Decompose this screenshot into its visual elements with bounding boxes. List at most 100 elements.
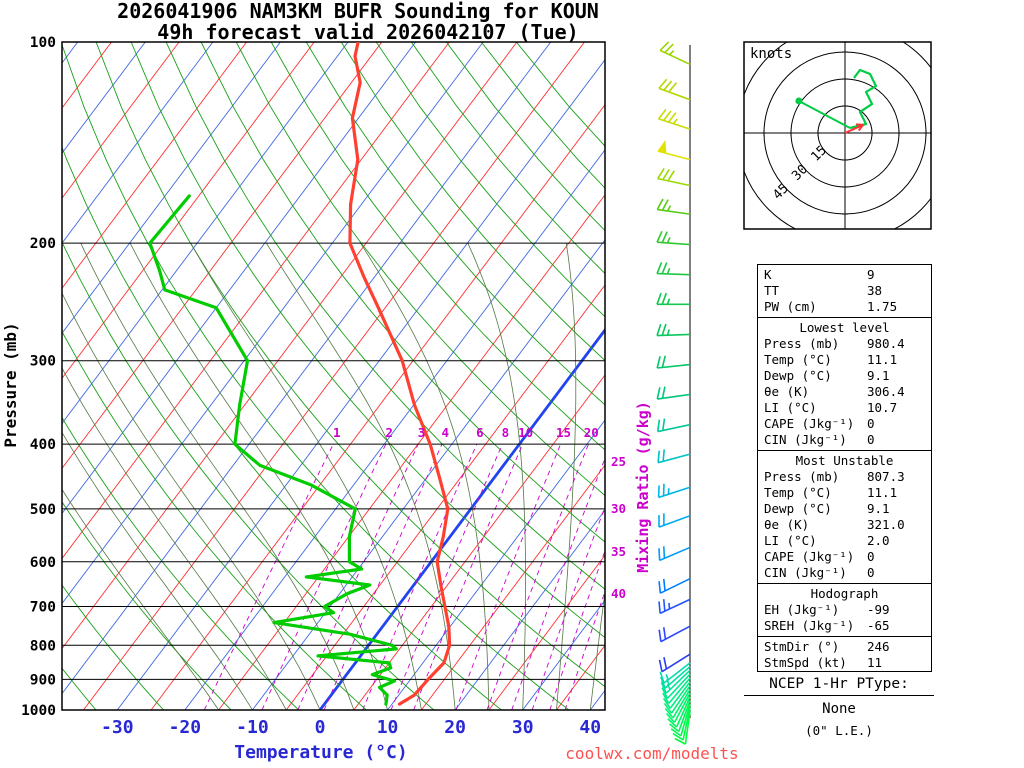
hodograph-storm-vector-arrowhead (855, 123, 864, 126)
wind-barb (657, 139, 691, 161)
stats-section: Most Unstable Press (mb) 807.3 Temp (°C) 11.… (758, 450, 931, 583)
stats-label: Temp (°C) (764, 485, 832, 500)
mixing-ratio-label: 1 (333, 425, 341, 440)
wind-barb (661, 673, 691, 699)
temperature-tick-label: -20 (169, 717, 202, 738)
stats-label: Dewp (°C) (764, 368, 832, 383)
wind-barb (656, 230, 691, 246)
mixing-ratio-label: 35 (611, 544, 626, 559)
wind-barb (658, 653, 691, 673)
temperature-tick-label: 0 (315, 717, 326, 738)
wind-barb (672, 707, 691, 741)
dry-adiabat (62, 416, 300, 710)
dewpoint-curve (148, 194, 398, 706)
isotherm-line (62, 42, 552, 695)
wind-barb (657, 108, 691, 130)
wind-barb (659, 662, 691, 684)
stats-row: EH (Jkg⁻¹) -99 (764, 602, 925, 618)
wind-barb (667, 696, 691, 728)
isotherm-line (62, 42, 146, 154)
wind-barb (657, 449, 691, 464)
wind-barb (656, 418, 691, 433)
wind-barb (658, 577, 691, 594)
hodograph-ring-label: 45 (770, 181, 792, 203)
stats-row: SREH (Jkg⁻¹) -65 (764, 618, 925, 634)
wind-barb (674, 711, 691, 745)
stats-value: 10.7 (867, 400, 898, 415)
isotherm-line (62, 42, 214, 244)
stats-label: Dewp (°C) (764, 501, 832, 516)
wind-barb (670, 703, 691, 737)
mixing-ratio-line (549, 549, 605, 710)
dry-adiabat (200, 42, 605, 543)
stats-section-header: Most Unstable (795, 453, 894, 468)
wind-barb (660, 665, 691, 689)
stats-row: CAPE (Jkg⁻¹) 0 (764, 549, 925, 565)
hodograph-ring-label: 30 (789, 162, 811, 184)
wind-barb (662, 681, 691, 709)
wind-barb (658, 625, 691, 643)
stats-label: EH (Jkg⁻¹) (764, 602, 840, 617)
mixing-ratio-label: 8 (502, 425, 510, 440)
hodograph-trace (849, 68, 878, 130)
isotherm-line (83, 42, 585, 710)
stats-row: Press (mb) 980.4 (764, 336, 925, 352)
dry-adiabat (62, 43, 570, 710)
stats-row: θe (K) 321.0 (764, 517, 925, 533)
isotherm-line (488, 554, 605, 710)
stats-value: 0 (867, 549, 875, 564)
stats-label: Press (mb) (764, 469, 840, 484)
isotherm-line (454, 509, 605, 710)
pressure-tick-label: 600 (30, 555, 56, 571)
stats-value: 9 (867, 267, 875, 282)
wind-barb (658, 513, 691, 528)
mixing-ratio-line (413, 444, 524, 710)
stats-section-header: Hodograph (810, 586, 879, 601)
temperature-tick-label: 10 (377, 717, 399, 738)
stats-row: Dewp (°C) 9.1 (764, 368, 925, 384)
ptype-label: NCEP 1-Hr PType: (744, 676, 934, 696)
temperature-tick-label: -10 (236, 717, 269, 738)
stats-row: Temp (°C) 11.1 (764, 485, 925, 501)
temperature-axis-label: Temperature (°C) (234, 742, 407, 763)
isotherm-line (62, 42, 518, 650)
stats-value: 11.1 (867, 352, 898, 367)
isotherm-line (62, 42, 315, 380)
wind-barb (665, 692, 691, 723)
stats-label: LI (°C) (764, 400, 817, 415)
stats-label: Press (mb) (764, 336, 840, 351)
wind-barb (658, 78, 691, 101)
pressure-tick-label: 900 (30, 672, 56, 688)
dry-adiabat (340, 42, 605, 362)
hodograph-trace-marker (795, 97, 803, 105)
watermark: coolwx.com/modelts (565, 744, 738, 763)
isobar-lines (62, 41, 605, 711)
moist-adiabat (589, 588, 605, 710)
stats-row: CAPE (Jkg⁻¹) 0 (764, 416, 925, 432)
isotherm-line (62, 42, 416, 515)
stats-row: CIN (Jkg⁻¹) 0 (764, 565, 925, 581)
mixing-ratio-label: 20 (584, 425, 599, 440)
dry-adiabat (305, 42, 605, 406)
pressure-tick-label: 100 (30, 35, 56, 51)
dry-adiabat (445, 42, 605, 232)
stats-label: CIN (Jkg⁻¹) (764, 565, 847, 580)
dry-adiabat (62, 501, 232, 710)
dry-adiabat (165, 42, 605, 590)
stats-value: 306.4 (867, 384, 905, 399)
temperature-curve (348, 42, 452, 706)
stats-value: 11.1 (867, 485, 898, 500)
isotherm-line (62, 42, 281, 335)
isotherm-line (62, 42, 248, 289)
dry-adiabat (235, 42, 605, 497)
ptype-block: NCEP 1-Hr PType: None (0" L.E.) (744, 676, 934, 738)
wind-barb (662, 677, 691, 704)
wind-barb (658, 546, 691, 562)
moist-adiabat (556, 243, 577, 710)
wind-barb (656, 292, 690, 306)
pressure-tick-label: 500 (30, 502, 56, 518)
stats-label: LI (°C) (764, 533, 817, 548)
